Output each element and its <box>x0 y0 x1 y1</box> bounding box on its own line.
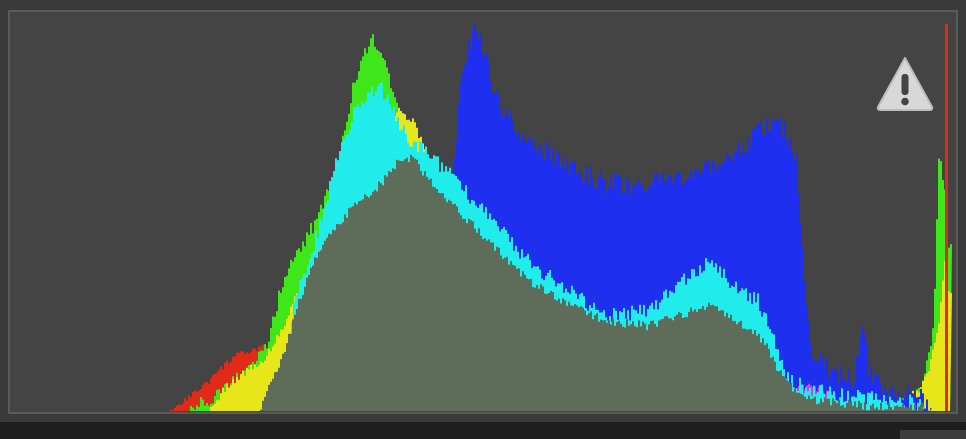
panel-bottom-bar <box>0 422 966 439</box>
highlight-clipping-warning-icon[interactable] <box>874 54 936 112</box>
warning-exclamation-bar <box>901 74 909 95</box>
histogram-plot <box>168 24 952 411</box>
panel-bottom-handle[interactable] <box>900 430 966 439</box>
histogram-highlight-clip-spike <box>945 24 948 411</box>
warning-exclamation-dot <box>901 97 909 106</box>
histogram-luminance-layer <box>258 154 924 411</box>
